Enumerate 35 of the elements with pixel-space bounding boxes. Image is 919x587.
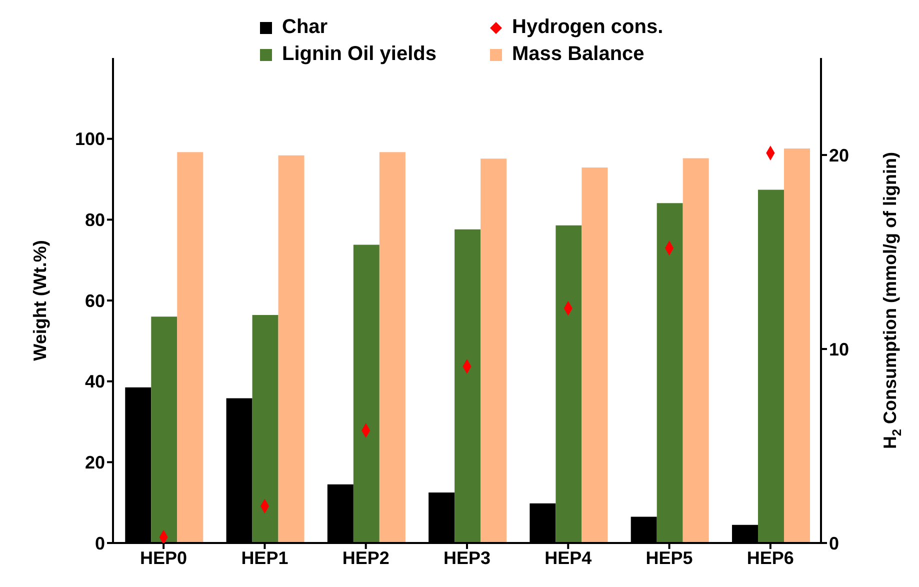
bar [278,155,304,543]
bar [454,229,481,543]
legend-label: Hydrogen cons. [512,16,664,39]
legend-label: Mass Balance [512,43,644,66]
bar [151,316,178,543]
bar [480,158,507,543]
x-tick-label: HEP5 [646,548,693,568]
bar [582,168,608,543]
bar [177,152,204,543]
legend-label: Lignin Oil yields [282,43,436,66]
bar [252,315,278,543]
x-tick-label: HEP1 [241,548,288,568]
y-tick-label: 60 [84,290,105,311]
y-tick-label: 0 [94,533,105,554]
y-tick-label: 40 [84,372,105,392]
bar [556,225,582,543]
bar [656,203,683,543]
x-tick-label: HEP6 [746,548,794,568]
y2-tick-label: 20 [829,145,850,166]
y-tick-label: 100 [74,129,105,150]
x-tick-label: HEP3 [443,548,491,568]
x-tick-label: HEP0 [140,548,188,568]
y2-tick-label: 0 [829,533,840,554]
y-tick-label: 80 [84,210,105,230]
bar [682,158,709,543]
x-tick-label: HEP2 [342,548,390,568]
bar [758,190,784,543]
y2-tick-label: 10 [829,339,850,360]
bar [353,244,380,543]
bar [784,148,810,543]
x-tick-label: HEP4 [544,548,592,568]
y-tick-label: 20 [84,452,105,473]
y-axis-title: Weight (Wt.%) [30,240,50,361]
legend-label: Char [282,16,328,39]
bar [379,152,406,543]
